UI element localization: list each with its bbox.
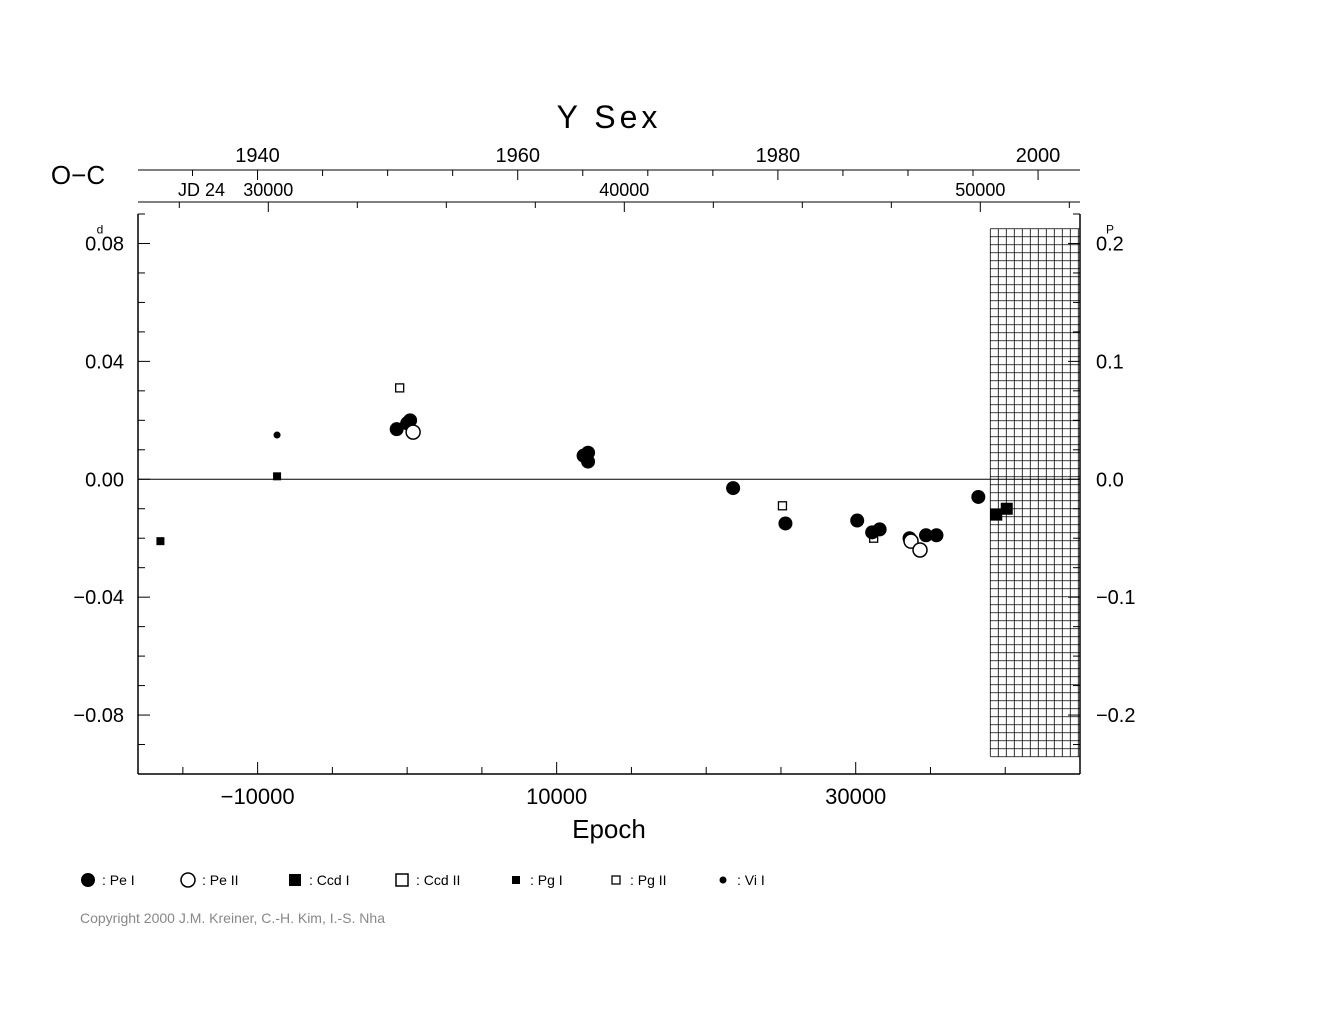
svg-text:−0.04: −0.04 xyxy=(73,587,124,609)
svg-text:0.0: 0.0 xyxy=(1096,469,1124,491)
copyright-text: Copyright 2000 J.M. Kreiner, C.-H. Kim, … xyxy=(80,910,385,926)
svg-text:30000: 30000 xyxy=(825,784,886,809)
svg-text:−0.1: −0.1 xyxy=(1096,587,1135,609)
svg-text:1960: 1960 xyxy=(495,145,540,167)
svg-text:1980: 1980 xyxy=(756,145,801,167)
svg-text:Epoch: Epoch xyxy=(572,814,646,844)
svg-text:O−C: O−C xyxy=(51,160,105,190)
svg-text:10000: 10000 xyxy=(526,784,587,809)
svg-text:40000: 40000 xyxy=(599,180,649,200)
svg-text:: Pg I: : Pg I xyxy=(530,872,563,888)
svg-text:: Vi I: : Vi I xyxy=(737,872,765,888)
svg-text:JD 24: JD 24 xyxy=(178,180,225,200)
svg-text:30000: 30000 xyxy=(243,180,293,200)
svg-text:0.00: 0.00 xyxy=(85,469,124,491)
svg-text:: Ccd II: : Ccd II xyxy=(416,872,460,888)
svg-text:: Pg II: : Pg II xyxy=(630,872,667,888)
legend: : Pe I : Pe II : Ccd I : Ccd II : Pg I : Pg I… xyxy=(81,872,765,888)
svg-text:0.04: 0.04 xyxy=(85,351,124,373)
svg-text:−0.2: −0.2 xyxy=(1096,705,1135,727)
svg-text:2000: 2000 xyxy=(1016,145,1061,167)
svg-text:P: P xyxy=(1106,222,1114,236)
svg-text:Y Sex: Y Sex xyxy=(557,99,662,135)
svg-text:: Pe I: : Pe I xyxy=(102,872,135,888)
svg-text:0.1: 0.1 xyxy=(1096,351,1124,373)
oc-diagram-chart: Y Sex 1940 1960 1980 2000 30000 40000 50000 JD 2… xyxy=(0,0,1325,1020)
svg-text:−10000: −10000 xyxy=(221,784,295,809)
svg-text:−0.08: −0.08 xyxy=(73,705,124,727)
data-points xyxy=(156,384,1012,557)
svg-text:50000: 50000 xyxy=(955,180,1005,200)
hatch-region xyxy=(990,229,1080,757)
svg-text:0.08: 0.08 xyxy=(85,233,124,255)
svg-text:d: d xyxy=(97,222,104,236)
svg-text:: Ccd I: : Ccd I xyxy=(309,872,349,888)
svg-text:: Pe II: : Pe II xyxy=(202,872,239,888)
svg-text:1940: 1940 xyxy=(235,145,280,167)
svg-text:0.2: 0.2 xyxy=(1096,233,1124,255)
